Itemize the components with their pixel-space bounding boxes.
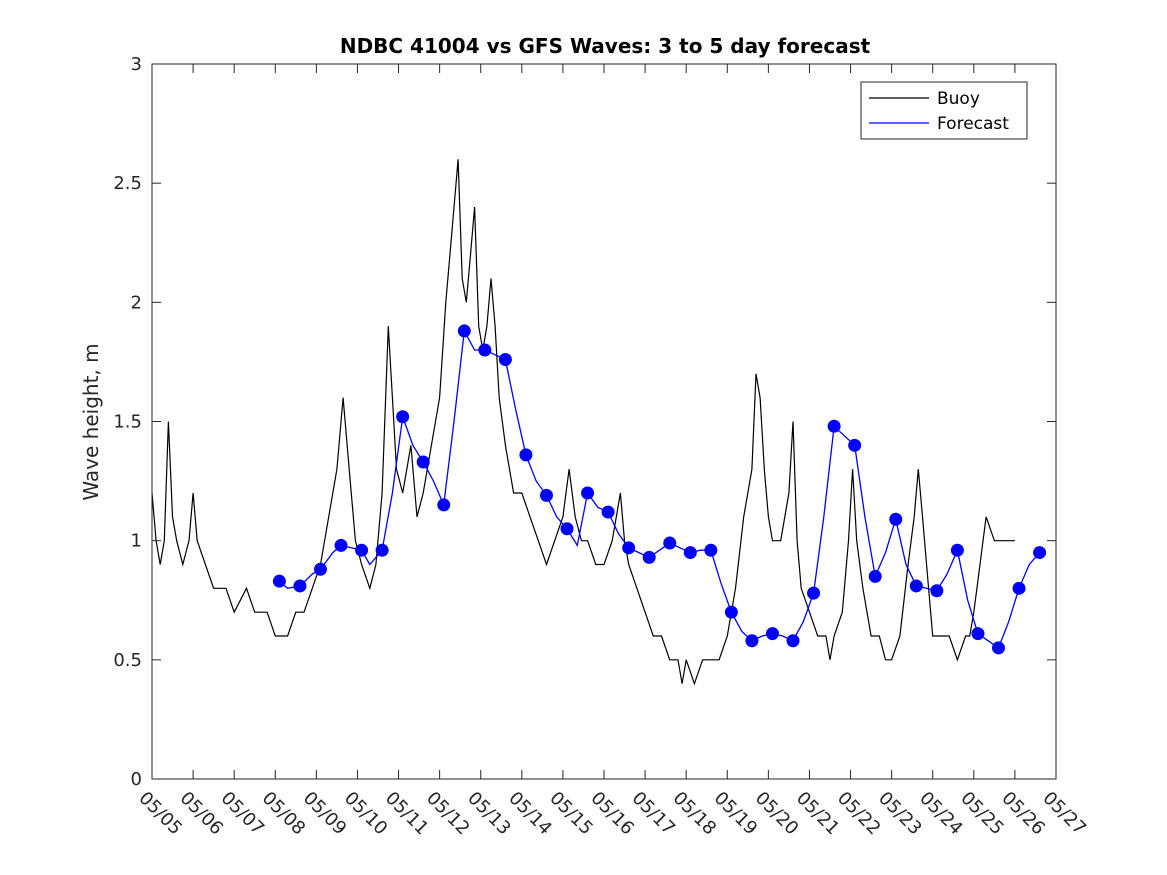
x-tick-label: 05/13: [463, 788, 515, 840]
x-tick-label: 05/05: [134, 788, 186, 840]
x-tick-label: 05/10: [340, 788, 392, 840]
forecast-point: [334, 538, 348, 552]
forecast-point: [622, 541, 636, 555]
forecast-point: [560, 522, 574, 536]
x-tick-label: 05/08: [258, 788, 310, 840]
forecast-point: [396, 410, 410, 424]
x-tick-label: 05/26: [997, 788, 1049, 840]
y-tick-label: 0: [131, 769, 142, 790]
forecast-point: [293, 579, 307, 593]
forecast-point: [848, 438, 862, 452]
forecast-point: [991, 641, 1005, 655]
forecast-point: [437, 498, 451, 512]
forecast-point: [1012, 581, 1026, 595]
y-tick-label: 3: [131, 54, 142, 75]
forecast-point: [930, 584, 944, 598]
y-axis-label: Wave height, m: [79, 343, 103, 500]
forecast-point: [375, 543, 389, 557]
forecast-point: [313, 562, 327, 576]
x-tick-label: 05/18: [669, 788, 721, 840]
x-tick-label: 05/11: [381, 788, 433, 840]
y-tick-label: 0.5: [113, 650, 142, 671]
axes-box: [151, 63, 1057, 780]
x-tick-label: 05/07: [217, 788, 269, 840]
x-tick-label: 05/16: [586, 788, 638, 840]
x-tick-label: 05/21: [792, 788, 844, 840]
x-tick-label: 05/25: [956, 788, 1008, 840]
x-tick-label: 05/14: [504, 788, 556, 840]
forecast-point: [478, 343, 492, 357]
forecast-point: [1033, 546, 1047, 560]
forecast-point: [498, 353, 512, 367]
legend-label-forecast: Forecast: [937, 114, 1009, 134]
series-line-forecast: [278, 328, 1041, 649]
forecast-point: [601, 505, 615, 519]
forecast-point: [683, 546, 697, 560]
legend-box: [860, 81, 1028, 140]
x-tick-label: 05/19: [710, 788, 762, 840]
forecast-point: [889, 512, 903, 526]
x-tick-label: 05/22: [833, 788, 885, 840]
x-tick-label: 05/23: [874, 788, 926, 840]
forecast-point: [909, 579, 923, 593]
forecast-point: [519, 448, 533, 462]
x-tick-label: 05/12: [422, 788, 474, 840]
forecast-point: [724, 605, 738, 619]
legend: Buoy Forecast: [860, 81, 1028, 140]
forecast-point: [971, 627, 985, 641]
y-tick-label: 2.5: [113, 173, 142, 194]
forecast-point: [539, 488, 553, 502]
y-tick-label: 1: [131, 531, 142, 552]
forecast-point: [642, 550, 656, 564]
x-tick-label: 05/06: [176, 788, 228, 840]
x-tick-label: 05/20: [751, 788, 803, 840]
forecast-point: [704, 543, 718, 557]
series-line-buoy: [151, 159, 1015, 686]
x-tick-label: 05/27: [1038, 788, 1090, 840]
forecast-point: [786, 634, 800, 648]
forecast-point: [745, 634, 759, 648]
forecast-point: [868, 569, 882, 583]
forecast-point: [663, 536, 677, 550]
x-tick-label: 05/15: [545, 788, 597, 840]
legend-label-buoy: Buoy: [937, 89, 980, 109]
forecast-point: [950, 543, 964, 557]
forecast-point: [416, 455, 430, 469]
forecast-point: [272, 574, 286, 588]
forecast-point: [827, 419, 841, 433]
forecast-point: [581, 486, 595, 500]
axes: 00.511.522.5305/0505/0605/0705/0805/0905…: [113, 54, 1090, 839]
x-tick-label: 05/17: [628, 788, 680, 840]
x-tick-label: 05/24: [915, 788, 967, 840]
forecast-point: [765, 627, 779, 641]
plot-area: [151, 159, 1047, 686]
y-tick-label: 2: [131, 292, 142, 313]
forecast-point: [807, 586, 821, 600]
y-tick-label: 1.5: [113, 412, 142, 433]
chart-title: NDBC 41004 vs GFS Waves: 3 to 5 day fore…: [340, 34, 871, 58]
forecast-point: [457, 324, 471, 338]
x-tick-label: 05/09: [299, 788, 351, 840]
forecast-point: [355, 543, 369, 557]
